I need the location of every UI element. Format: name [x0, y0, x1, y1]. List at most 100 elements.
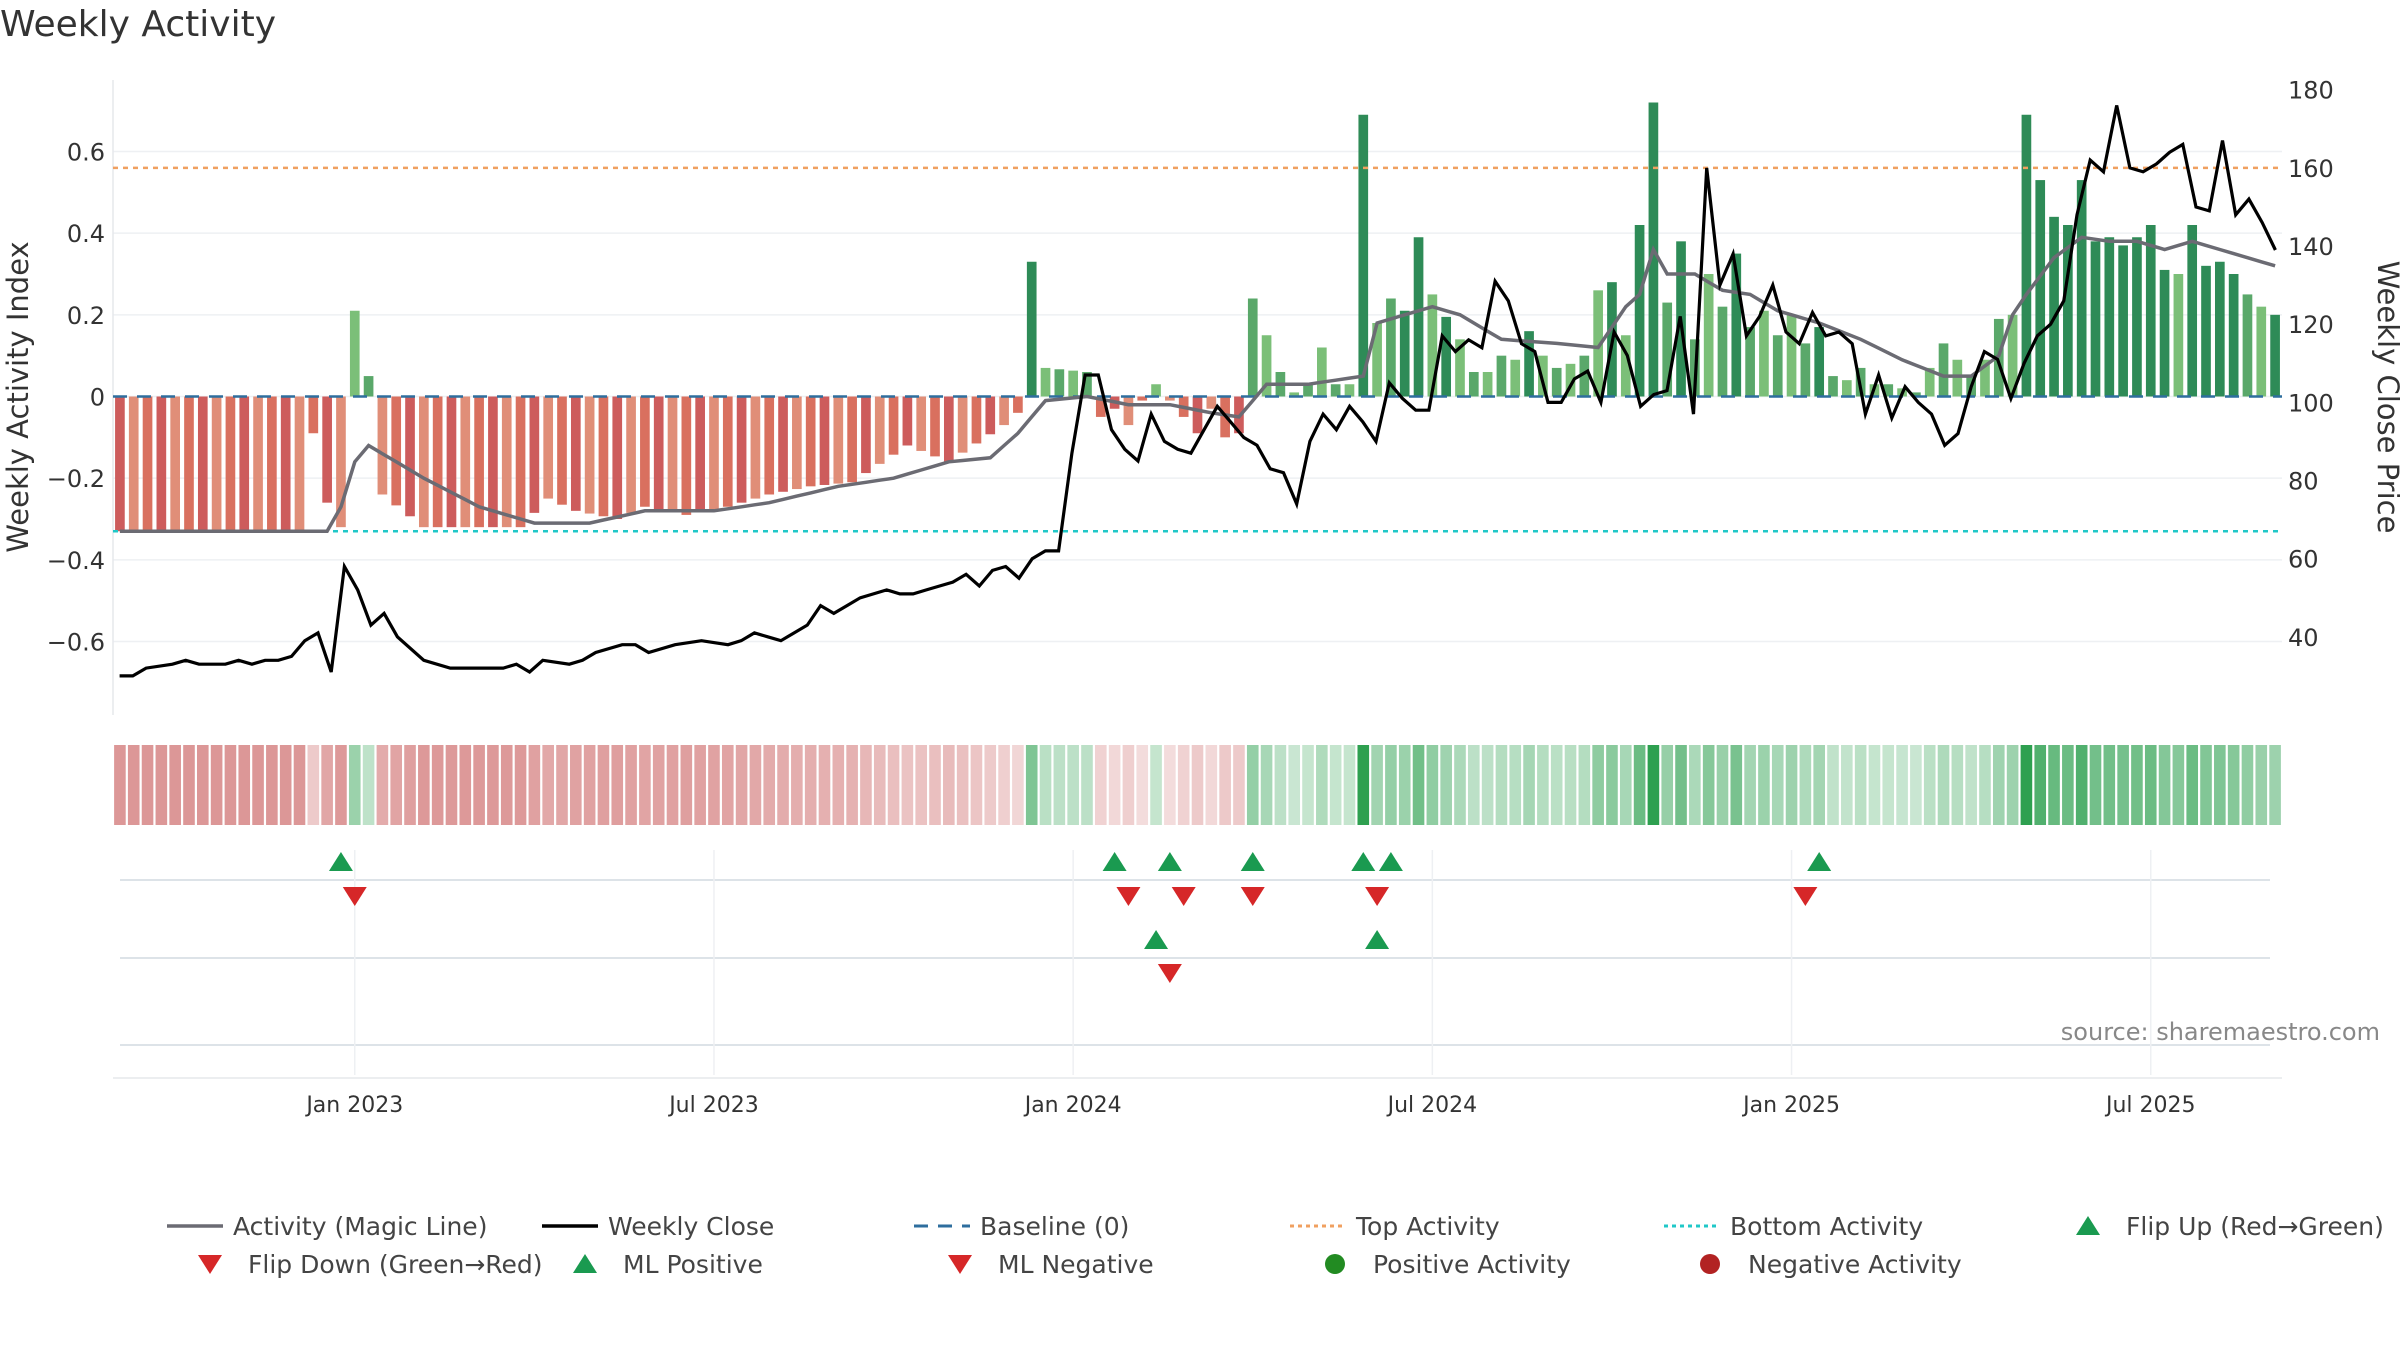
activity-bar: [930, 396, 940, 457]
activity-bar: [474, 396, 484, 528]
heat-strip-cell: [252, 745, 264, 825]
right-tick-label: 140: [2288, 233, 2334, 261]
activity-heat-strip: [114, 745, 2281, 825]
activity-bar: [2270, 314, 2280, 397]
activity-bar: [1040, 367, 1051, 397]
heat-strip-cell: [127, 745, 140, 825]
heat-strip-cell: [487, 745, 499, 825]
heat-strip-cell: [376, 745, 389, 825]
activity-bar: [184, 396, 194, 532]
heat-strip-cell: [1564, 745, 1577, 825]
heat-strip-cell: [2227, 745, 2240, 825]
legend-label: ML Positive: [623, 1249, 763, 1279]
heat-strip-cell: [1619, 745, 1632, 825]
flip-up-marker: [1157, 852, 1182, 871]
activity-bar: [1620, 335, 1631, 397]
legend-item: Negative Activity: [1680, 1249, 1962, 1279]
heat-strip-cell: [1550, 745, 1563, 825]
activity-bar: [1717, 306, 1728, 397]
activity-bar: [1924, 367, 1935, 397]
heat-strip-cell: [1923, 745, 1936, 825]
heat-strip-cell: [1523, 745, 1535, 825]
legend-swatch: [167, 1224, 223, 1228]
heat-strip-cell: [1965, 745, 1977, 825]
activity-bar: [280, 396, 291, 532]
heat-strip-cell: [1606, 745, 1618, 825]
x-tick-label: Jul 2025: [2104, 1093, 2196, 1118]
activity-bar: [1413, 237, 1424, 397]
heat-strip-cell: [210, 745, 223, 825]
heat-strip-cell: [1067, 745, 1079, 825]
activity-bar: [294, 396, 305, 532]
activity-bar: [405, 396, 415, 517]
heat-strip-cell: [680, 745, 693, 825]
legend-label: Weekly Close: [608, 1211, 775, 1241]
activity-bar: [805, 396, 816, 487]
heat-strip-cell: [459, 745, 472, 825]
activity-bar: [501, 396, 512, 528]
activity-bar: [1703, 274, 1714, 397]
activity-bar: [1358, 114, 1369, 397]
activity-bar: [211, 396, 222, 532]
heat-strip-cell: [2117, 745, 2129, 825]
heat-strip-cell: [1385, 745, 1397, 825]
heat-strip-cell: [348, 745, 361, 825]
activity-bar: [488, 396, 498, 528]
heat-strip-cell: [1357, 745, 1370, 825]
ml-positive-marker: [1144, 930, 1169, 949]
heat-strip-cell: [418, 745, 430, 825]
activity-bar: [529, 396, 540, 513]
chart-title: Weekly Activity: [0, 4, 277, 45]
heat-strip-cell: [1771, 745, 1784, 825]
heat-strip-cell: [1039, 745, 1052, 825]
activity-bar: [888, 396, 899, 455]
heat-strip-cell: [445, 745, 458, 825]
heat-strip-cell: [2200, 745, 2212, 825]
activity-bar: [985, 396, 996, 435]
heat-strip-cell: [196, 745, 209, 825]
legend-label: Flip Down (Green→Red): [248, 1249, 543, 1279]
legend-item: Baseline (0): [912, 1211, 1129, 1241]
flip-up-marker: [1351, 852, 1376, 871]
heat-strip-cell: [708, 745, 720, 825]
heat-strip-cell: [1122, 745, 1135, 825]
heat-strip-cell: [556, 745, 568, 825]
activity-bar: [239, 396, 250, 532]
activity-bar: [1952, 359, 1963, 397]
activity-bar: [1980, 359, 1990, 397]
heat-strip-cell: [1094, 745, 1107, 825]
flip-up-marker: [1240, 852, 1265, 871]
right-tick-label: 80: [2288, 468, 2319, 496]
activity-bar: [2090, 241, 2101, 397]
heat-strip-cell: [721, 745, 734, 825]
heat-strip-cell: [625, 745, 637, 825]
legend-item: Top Activity: [1288, 1211, 1500, 1241]
activity-bar: [377, 396, 388, 495]
x-tick-label: Jul 2023: [667, 1093, 759, 1118]
left-tick-label: −0.6: [47, 629, 105, 657]
heat-strip-cell: [1012, 745, 1024, 825]
legend-swatch: [2076, 1216, 2100, 1235]
flip-up-marker: [328, 852, 353, 871]
heat-strip-cell: [1592, 745, 1604, 825]
activity-bar: [2049, 216, 2059, 397]
activity-bar: [1634, 225, 1645, 397]
activity-bar: [612, 396, 623, 519]
activity-bar: [1883, 384, 1894, 397]
legend-label: ML Negative: [998, 1249, 1154, 1279]
activity-bar: [1496, 355, 1507, 397]
activity-bar: [1386, 298, 1396, 397]
heat-strip-cell: [1150, 745, 1162, 825]
heat-strip-cell: [901, 745, 914, 825]
heat-strip-cell: [915, 745, 927, 825]
activity-bar: [1538, 355, 1548, 397]
heat-strip-cell: [2158, 745, 2171, 825]
heat-strip-cell: [390, 745, 403, 825]
flip-down-marker: [1116, 887, 1141, 906]
legend-item: ML Positive: [555, 1249, 763, 1279]
activity-bar: [1814, 327, 1825, 397]
ml-positive-marker: [1365, 930, 1390, 949]
heat-strip-cell: [2214, 745, 2226, 825]
activity-bar: [1399, 310, 1410, 397]
heat-strip-cell: [735, 745, 748, 825]
